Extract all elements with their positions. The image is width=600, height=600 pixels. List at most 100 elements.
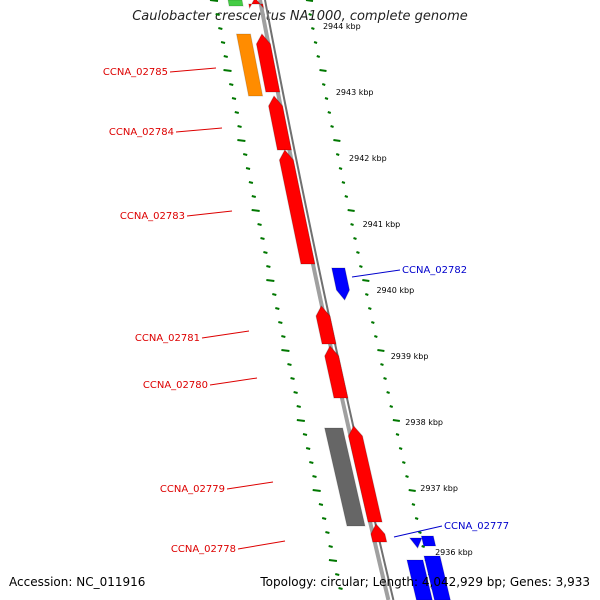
inner-tick-mark (281, 335, 286, 338)
feature-track (227, 0, 451, 600)
gene-arrow-CCNA_02783 (278, 149, 316, 265)
inner-tick-mark (237, 139, 246, 142)
gene-labels: CCNA_02785 CCNA_02784 CCNA_02783 CCNA_02782… (103, 67, 509, 555)
inner-tick-mark (309, 461, 314, 464)
gene-label-CCNA_02781: CCNA_02781 (135, 333, 200, 344)
reverse-gene-block (423, 555, 451, 600)
inner-tick-mark (272, 293, 277, 296)
outer-tick-mark (308, 13, 312, 16)
inner-tick-mark (223, 55, 229, 58)
outer-tick-mark (365, 293, 369, 296)
outer-tick-mark (305, 0, 314, 2)
outer-tick-mark (319, 69, 327, 72)
outer-tick-mark (421, 545, 425, 548)
inner-tick-mark (318, 503, 324, 506)
outer-tick-mark (414, 517, 419, 520)
outer-tick-mark (405, 475, 409, 478)
outer-tick-mark (367, 307, 372, 310)
inner-tick-mark (251, 195, 257, 198)
inner-tick-mark (290, 377, 295, 380)
inner-tick-mark (218, 27, 223, 30)
genome-stats-text: Topology: circular; Length: 4,042,929 bp… (260, 575, 590, 589)
inner-tick-mark (305, 447, 311, 450)
inner-tick-mark (312, 489, 321, 492)
gene-label-CCNA_02784: CCNA_02784 (109, 127, 174, 138)
inner-tick-mark (325, 531, 330, 534)
inner-tick-mark (245, 167, 251, 170)
gene-label-CCNA_02779: CCNA_02779 (160, 484, 225, 495)
gene-arrow-CCNA_02784 (268, 95, 293, 151)
inner-tick-mark (215, 13, 220, 16)
outer-tick-mark (392, 419, 400, 422)
inner-tick-mark (220, 41, 226, 44)
inner-tick-mark (223, 69, 232, 72)
outer-tick-mark (362, 279, 370, 282)
inner-tick-mark (242, 153, 248, 156)
outer-tick-mark (408, 489, 416, 492)
gene-label-CCNA_02778: CCNA_02778 (171, 544, 236, 555)
outer-tick-mark (374, 335, 378, 338)
outer-tick-mark (359, 265, 363, 268)
gene-label-CCNA_02783: CCNA_02783 (120, 211, 185, 222)
outer-tick-mark (386, 391, 390, 394)
inner-tick-mark (266, 265, 271, 268)
gene-leader-line (175, 127, 223, 133)
inner-tick-mark (328, 545, 333, 548)
inner-tick-mark (302, 433, 308, 436)
gene-leader-line (237, 540, 286, 550)
tick-label-t2939: 2939 kbp (391, 352, 429, 361)
outer-tick-mark (353, 237, 357, 240)
inner-tick-mark (293, 391, 298, 394)
gene-label-CCNA_02782: CCNA_02782 (402, 265, 467, 276)
gene-leader-line (186, 210, 233, 217)
gene-arrow-CCNA_02780 (324, 345, 349, 399)
inner-tick-mark (275, 307, 280, 310)
gene-arrow-CCNA_02781 (315, 305, 337, 345)
inner-tick-mark (266, 279, 275, 282)
inner-tick-mark (237, 125, 242, 128)
gene-leader-line (169, 67, 217, 73)
gene-arrow-CCNA_02777 (408, 537, 423, 549)
outer-tick-mark (338, 167, 343, 170)
tick-labels: 2936 kbp 2937 kbp 2938 kbp 2939 kbp 2940 kbp… (323, 22, 473, 557)
outer-tick-mark (324, 97, 329, 100)
outer-tick-mark (377, 349, 385, 352)
inner-tick-mark (260, 237, 265, 240)
inner-tick-mark (209, 0, 219, 2)
green-feature (227, 0, 244, 7)
orange-feature (235, 33, 264, 97)
outer-tick-mark (371, 321, 375, 324)
inner-tick-mark (281, 349, 290, 352)
inner-tick-mark (257, 223, 262, 226)
gene-leader-line (201, 330, 250, 339)
outer-tick-mark (330, 125, 334, 128)
tick-label-t2937: 2937 kbp (420, 484, 458, 493)
tick-label-t2941: 2941 kbp (363, 220, 401, 229)
tick-label-t2943: 2943 kbp (336, 88, 374, 97)
inner-tick-mark (338, 587, 343, 590)
gene-leader-line (393, 525, 443, 538)
outer-tick-mark (350, 223, 354, 226)
outer-tick-mark (335, 153, 340, 156)
outer-tick-mark (327, 111, 332, 114)
outer-tick-mark (333, 139, 341, 142)
inner-tick-mark (278, 321, 283, 324)
inner-tick-mark (296, 405, 301, 408)
outer-tick-mark (344, 195, 349, 198)
inner-tick-mark (312, 475, 317, 478)
outer-tick-mark (411, 503, 416, 506)
gene-label-CCNA_02777: CCNA_02777 (444, 521, 509, 532)
gene-leader-line (351, 269, 401, 278)
outer-tick-mark (347, 209, 355, 212)
inner-tick-mark (296, 419, 305, 422)
tick-label-t2936: 2936 kbp (435, 548, 473, 557)
outer-tick-mark (402, 461, 406, 464)
inner-tick-mark (234, 111, 240, 114)
gray-feature (324, 427, 366, 527)
gene-label-CCNA_02780: CCNA_02780 (143, 380, 208, 391)
outer-tick-mark (380, 363, 384, 366)
gene-arrow-CCNA_02785 (255, 33, 281, 93)
outer-tick-mark (321, 83, 326, 86)
inner-tick-mark (231, 97, 237, 100)
